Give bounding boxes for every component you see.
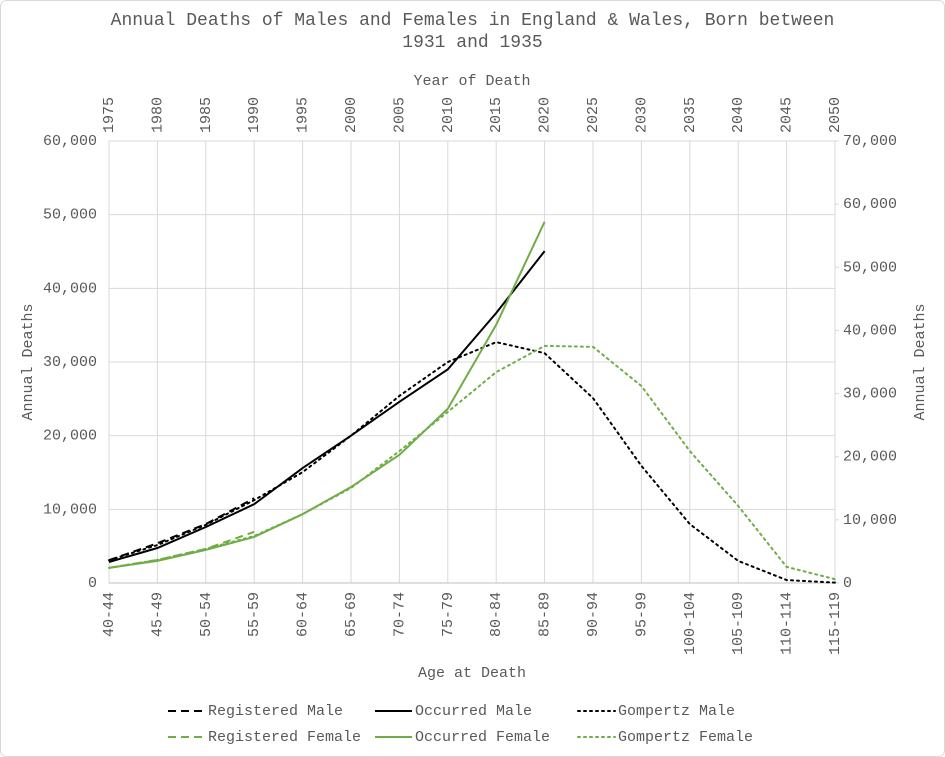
y2-tick-label: 50,000 [843,259,897,276]
y-tick-label: 20,000 [43,428,97,445]
x-tick-label: 70-74 [391,592,408,637]
x-tick-label: 60-64 [295,592,312,637]
x2-tick-label: 2000 [343,97,360,133]
x-tick-label: 80-84 [488,592,505,637]
legend-label: Occurred Male [415,703,532,720]
series-line [108,250,546,563]
x2-tick-label: 2005 [391,97,408,133]
x2-tick-label: 2045 [779,97,796,133]
y-tick-label: 30,000 [43,354,97,371]
x2-axis-title: Year of Death [413,73,530,90]
x-tick-label: 115-119 [827,592,844,655]
x2-tick-label: 1980 [149,97,166,133]
y-tick-label: 40,000 [43,280,97,297]
chart-title: Annual Deaths of Males and Females in En… [110,11,835,53]
x2-tick-label: 2035 [682,97,699,133]
x-tick-label: 65-69 [343,592,360,637]
x2-tick-label: 2050 [827,97,844,133]
legend-label: Registered Male [208,703,343,720]
x2-tick-label: 1975 [101,97,118,133]
x2-tick-label: 1995 [295,97,312,133]
y2-tick-label: 40,000 [843,322,897,339]
x-tick-label: 90-94 [585,592,602,637]
x-tick-label: 110-114 [779,592,796,655]
x2-tick-label: 1990 [246,97,263,133]
x-tick-label: 55-59 [246,592,263,637]
y-axis-title: Annual Deaths [20,303,37,420]
y2-axis-title: Annual Deaths [912,303,929,420]
x2-tick-label: 2030 [633,97,650,133]
x-tick-label: 85-89 [537,592,554,637]
series-line [108,341,836,584]
x2-tick-label: 2015 [488,97,505,133]
legend-label: Occurred Female [415,729,550,746]
y2-tick-label: 30,000 [843,386,897,403]
x2-tick-label: 2010 [440,97,457,133]
legend-label: Registered Female [208,729,361,746]
y2-tick-label: 70,000 [843,133,897,150]
x2-tick-label: 2020 [537,97,554,133]
series-line [108,344,836,581]
x-tick-label: 75-79 [440,592,457,637]
x2-tick-label: 2025 [585,97,602,133]
y-tick-label: 10,000 [43,501,97,518]
y-tick-label: 50,000 [43,207,97,224]
y2-tick-label: 20,000 [843,449,897,466]
legend-label: Gompertz Male [618,703,735,720]
x-tick-label: 45-49 [149,592,166,637]
y-tick-label: 60,000 [43,133,97,150]
series-line [108,221,546,569]
series-line [108,497,255,562]
x2-tick-label: 2040 [730,97,747,133]
y2-tick-label: 0 [843,575,852,592]
x-tick-label: 40-44 [101,592,118,637]
x-tick-label: 105-109 [730,592,747,655]
y2-tick-label: 60,000 [843,196,897,213]
legend-label: Gompertz Female [618,729,753,746]
x-tick-label: 95-99 [633,592,650,637]
x-tick-label: 100-104 [682,592,699,655]
x-tick-label: 50-54 [198,592,215,637]
x2-tick-label: 1985 [198,97,215,133]
series-line [108,530,255,569]
x-axis-title: Age at Death [418,665,526,682]
y2-tick-label: 10,000 [843,512,897,529]
y-tick-label: 0 [88,575,97,592]
